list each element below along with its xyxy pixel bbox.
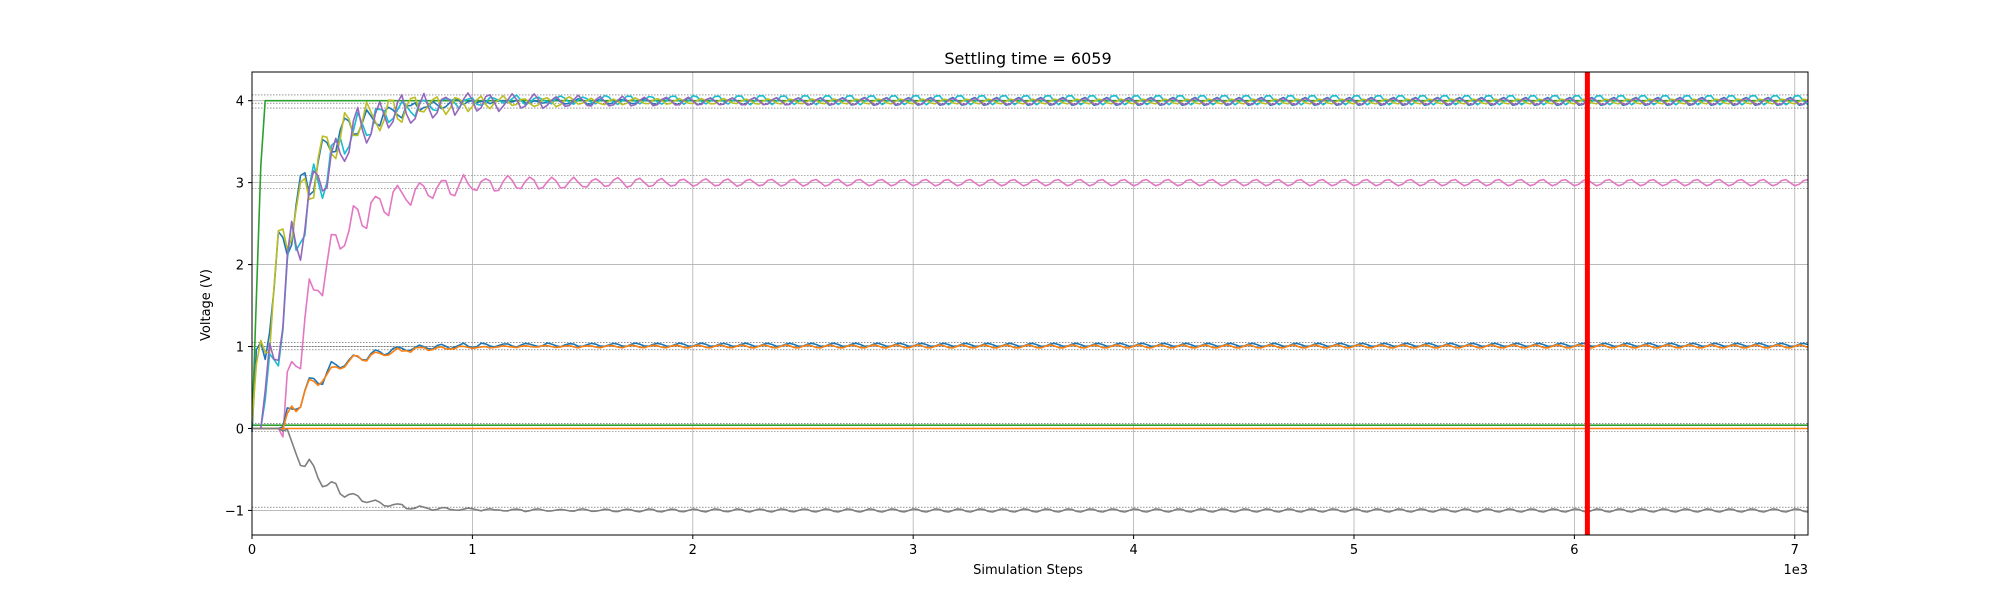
series-line <box>252 94 1809 430</box>
series-line <box>252 344 1809 430</box>
y-tick-label: −1 <box>225 504 244 519</box>
x-tick-label: 3 <box>909 543 917 558</box>
x-tick-label: 1 <box>468 543 476 558</box>
x-tick-label: 4 <box>1129 543 1137 558</box>
x-tick-label: 2 <box>689 543 697 558</box>
x-tick-label: 0 <box>248 543 256 558</box>
x-axis-label: Simulation Steps <box>973 563 1083 578</box>
series-line <box>252 342 1809 430</box>
series-lines <box>251 92 1809 513</box>
series-line <box>252 173 1809 438</box>
y-axis-label: Voltage (V) <box>199 269 214 341</box>
x-tick-label: 5 <box>1350 543 1358 558</box>
y-axis-ticks: −1 0 1 2 3 4 <box>225 95 252 519</box>
chart-title: Settling time = 6059 <box>944 49 1111 68</box>
y-tick-label: 3 <box>236 177 244 192</box>
series-line <box>251 94 1809 423</box>
y-tick-label: 2 <box>236 259 244 274</box>
series-line <box>252 92 1809 430</box>
x-axis-ticks: 0 1 2 3 4 5 6 7 <box>248 535 1799 558</box>
y-tick-label: 1 <box>236 341 244 356</box>
plot-frame <box>251 71 1809 536</box>
x-axis-offset-label: 1e3 <box>1783 563 1808 578</box>
y-tick-label: 4 <box>236 95 244 110</box>
x-tick-label: 6 <box>1570 543 1578 558</box>
series-line <box>252 427 1809 513</box>
x-tick-label: 7 <box>1791 543 1799 558</box>
y-tick-label: 0 <box>236 422 244 437</box>
